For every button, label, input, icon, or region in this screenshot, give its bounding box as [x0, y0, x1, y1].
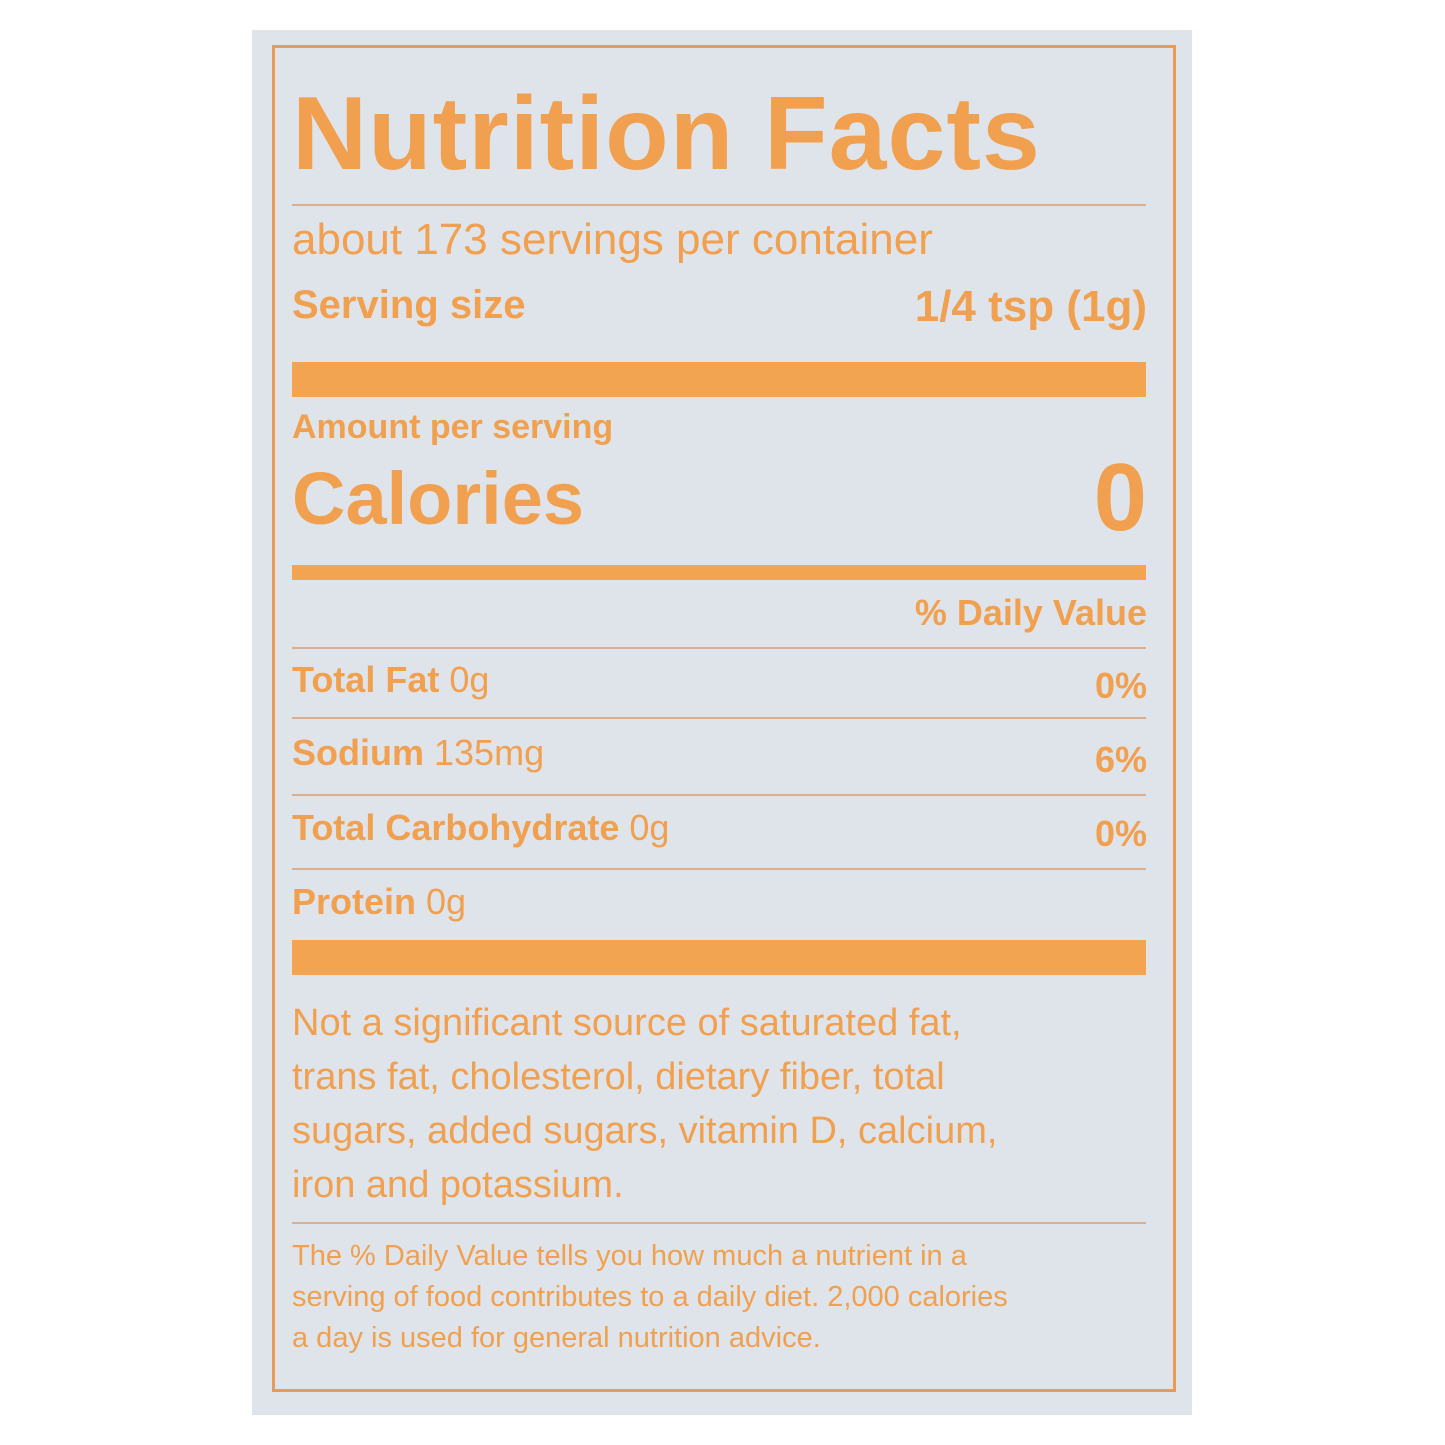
nutrient-row-total-fat: Total Fat 0g: [292, 662, 489, 698]
not-significant-line: sugars, added sugars, vitamin D, calcium…: [292, 1110, 998, 1152]
nutrient-amount: 0g: [629, 807, 670, 848]
nutrient-row-total-carbohydrate: Total Carbohydrate 0g: [292, 810, 669, 846]
nutrient-dv: 0%: [1094, 665, 1147, 706]
label-border: [272, 45, 1176, 1392]
label-background: [252, 30, 1192, 1415]
nutrient-name: Sodium: [292, 732, 424, 773]
nutrient-amount: 0g: [426, 881, 467, 922]
amount-per-serving: Amount per serving: [292, 408, 614, 446]
calories-label: Calories: [292, 457, 585, 540]
servings-per-container: about 173 servings per container: [292, 215, 933, 264]
nutrient-row-protein: Protein 0g: [292, 884, 466, 920]
divider: [292, 204, 1146, 206]
footnote-line: a day is used for general nutrition advi…: [292, 1322, 821, 1354]
daily-value-header: % Daily Value: [914, 592, 1147, 633]
thick-bar: [292, 362, 1146, 397]
medium-bar: [292, 565, 1146, 580]
nutrient-dv: 0%: [1094, 813, 1147, 854]
divider: [292, 1222, 1146, 1224]
not-significant-line: iron and potassium.: [292, 1164, 624, 1206]
footnote-line: The % Daily Value tells you how much a n…: [292, 1240, 967, 1272]
nutrient-name: Total Fat: [292, 659, 440, 700]
footnote-line: serving of food contributes to a daily d…: [292, 1281, 1008, 1313]
nutrient-amount: 0g: [449, 659, 490, 700]
nutrient-amount: 135mg: [434, 732, 545, 773]
thick-bar: [292, 940, 1146, 975]
nutrient-name: Total Carbohydrate: [292, 807, 620, 848]
serving-size-label: Serving size: [292, 283, 526, 327]
divider: [292, 717, 1146, 719]
calories-value: 0: [1093, 444, 1147, 551]
label-title: Nutrition Facts: [292, 76, 1041, 192]
divider: [292, 794, 1146, 796]
divider: [292, 868, 1146, 870]
nutrient-name: Protein: [292, 881, 417, 922]
nutrient-dv: 6%: [1094, 739, 1147, 780]
serving-size-value: 1/4 tsp (1g): [914, 282, 1147, 331]
not-significant-line: trans fat, cholesterol, dietary fiber, t…: [292, 1056, 945, 1098]
nutrient-row-sodium: Sodium 135mg: [292, 735, 544, 771]
divider: [292, 647, 1146, 649]
not-significant-line: Not a significant source of saturated fa…: [292, 1002, 962, 1044]
